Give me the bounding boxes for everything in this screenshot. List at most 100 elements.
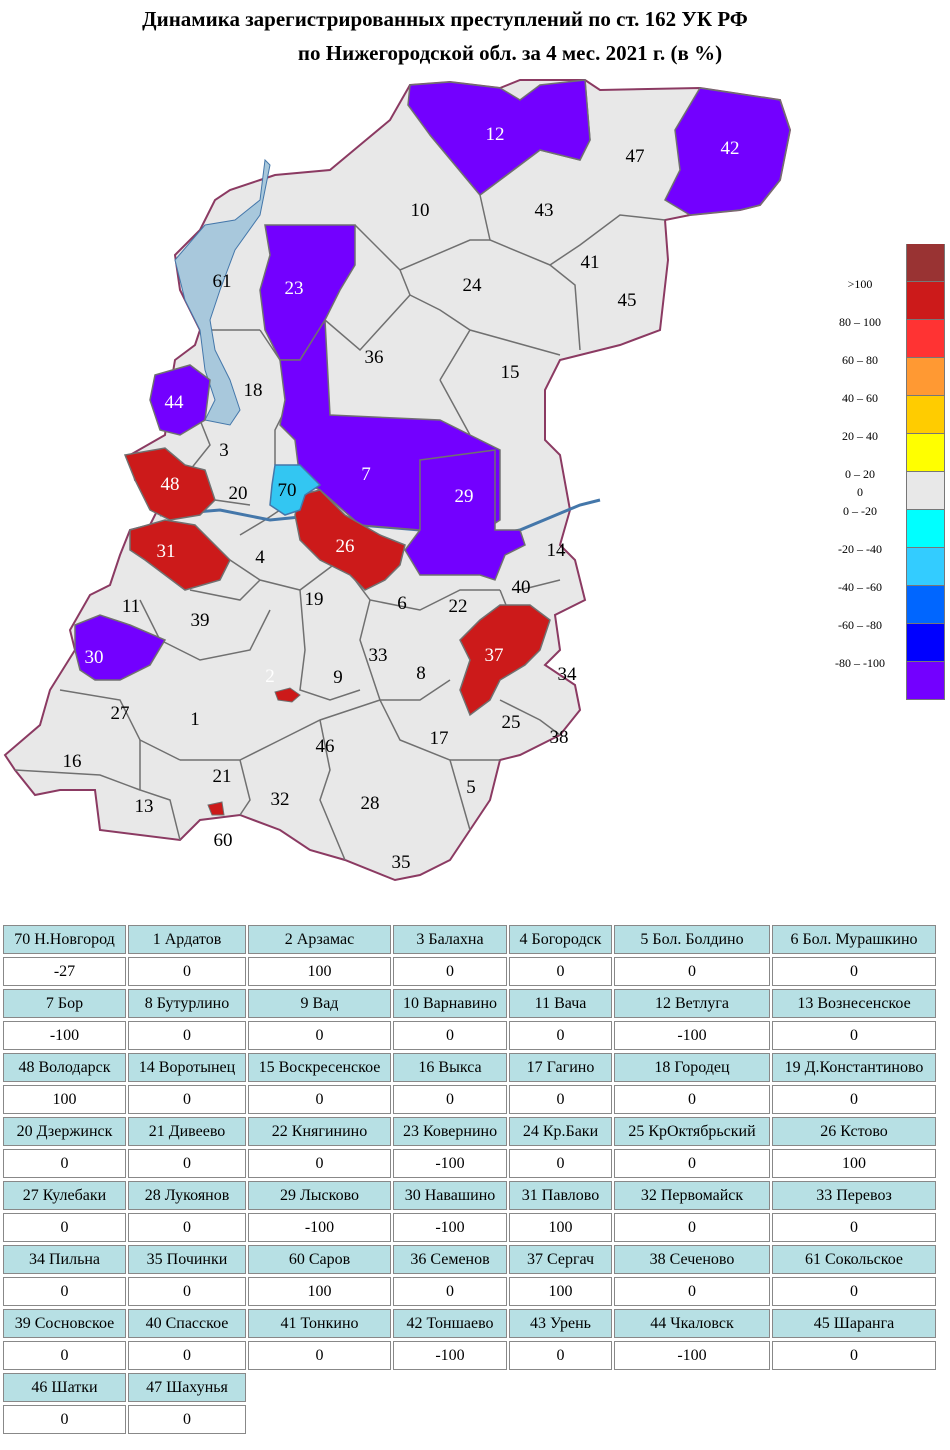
district-name-cell: 38 Сеченово (614, 1245, 770, 1274)
district-name-cell: 19 Д.Константиново (772, 1053, 936, 1082)
district-44 (149, 364, 211, 436)
district-name-cell: 28 Лукоянов (128, 1181, 246, 1210)
district-name-cell: 45 Шаранга (772, 1309, 936, 1338)
district-label-14: 14 (547, 540, 567, 561)
legend-swatch (907, 244, 944, 282)
district-label-3: 3 (219, 440, 229, 461)
district-label-17: 17 (430, 728, 449, 749)
legend-label: -80 – -100 (835, 656, 885, 670)
district-name-cell: 26 Кстово (772, 1117, 936, 1146)
district-value-cell: -27 (3, 957, 126, 986)
district-label-5: 5 (466, 777, 476, 798)
district-value-cell: 0 (3, 1405, 126, 1434)
district-value-cell: 100 (772, 1149, 936, 1178)
district-value-cell: -100 (248, 1213, 391, 1242)
district-value-cell: 100 (509, 1213, 612, 1242)
district-name-cell: 32 Первомайск (614, 1181, 770, 1210)
district-value-cell: 0 (614, 1149, 770, 1178)
district-value-cell: 0 (393, 1277, 507, 1306)
district-value-cell: 0 (614, 1085, 770, 1114)
color-legend: >100 80 – 100 60 – 80 40 – 60 20 – 40 0 – 20 0… (820, 244, 950, 700)
district-label-29: 29 (455, 486, 474, 507)
district-value-cell: -100 (393, 1341, 507, 1370)
district-value-cell: 0 (128, 1021, 246, 1050)
district-label-12: 12 (486, 124, 505, 145)
table-header-row: 34 Пильна 35 Починки 60 Саров 36 Семенов 37 … (3, 1245, 948, 1277)
district-value-cell: 0 (3, 1341, 126, 1370)
district-value-cell: 0 (614, 1277, 770, 1306)
district-label-27: 27 (111, 703, 130, 724)
river (174, 158, 271, 426)
district-name-cell: 44 Чкаловск (614, 1309, 770, 1338)
district-name-cell: 17 Гагино (509, 1053, 612, 1082)
table-header-row: 20 Дзержинск 21 Дивеево 22 Княгинино 23 Ков… (3, 1117, 948, 1149)
district-name-cell: 60 Саров (248, 1245, 391, 1274)
table-value-row: 100 0 0 0 0 0 0 (3, 1085, 948, 1117)
table-value-row: 0 0 0 -100 0 -100 0 (3, 1341, 948, 1373)
district-name-cell: 23 Ковернино (393, 1117, 507, 1146)
district-value-cell: 0 (509, 1341, 612, 1370)
district-31 (129, 519, 231, 591)
district-label-13: 13 (135, 796, 154, 817)
district-value-cell: -100 (393, 1213, 507, 1242)
district-value-cell: 0 (772, 1213, 936, 1242)
district-value-cell: 100 (248, 1277, 391, 1306)
legend-swatch (907, 434, 944, 472)
table-value-row: 0 0 100 0 100 0 0 (3, 1277, 948, 1309)
district-70 (269, 464, 322, 516)
legend-swatch (907, 624, 944, 662)
district-name-cell: 8 Бутурлино (128, 989, 246, 1018)
district-label-9: 9 (333, 667, 343, 688)
district-label-38: 38 (550, 727, 569, 748)
district-label-1: 1 (190, 709, 200, 730)
legend-swatch (907, 586, 944, 624)
district-name-cell: 10 Варнавино (393, 989, 507, 1018)
legend-swatch (907, 282, 944, 320)
district-name-cell: 40 Спасское (128, 1309, 246, 1338)
district-label-30: 30 (85, 647, 104, 668)
district-label-11: 11 (122, 596, 140, 617)
district-value-cell: 0 (509, 957, 612, 986)
legend-swatch (907, 510, 944, 548)
district-value-cell: 100 (509, 1277, 612, 1306)
table-header-row: 46 Шатки 47 Шахунья (3, 1373, 948, 1405)
district-value-cell: -100 (393, 1149, 507, 1178)
district-name-cell: 21 Дивеево (128, 1117, 246, 1146)
district-label-28: 28 (361, 793, 380, 814)
table-header-row: 27 Кулебаки 28 Лукоянов 29 Лысково 30 Наваш… (3, 1181, 948, 1213)
legend-label: 40 – 60 (842, 391, 878, 405)
district-value-cell: 0 (614, 1213, 770, 1242)
district-name-cell: 4 Богородск (509, 925, 612, 954)
district-name-cell: 7 Бор (3, 989, 126, 1018)
district-name-cell: 3 Балахна (393, 925, 507, 954)
district-label-16: 16 (63, 751, 82, 772)
district-48 (123, 447, 216, 521)
district-value-cell: 0 (3, 1277, 126, 1306)
district-value-cell: 0 (614, 957, 770, 986)
district-name-cell: 25 КрОктябрьский (614, 1117, 770, 1146)
district-label-33: 33 (369, 645, 388, 666)
district-label-19: 19 (305, 589, 324, 610)
district-name-cell: 39 Сосновское (3, 1309, 126, 1338)
legend-label: -20 – -40 (838, 542, 882, 556)
district-label-21: 21 (213, 766, 232, 787)
legend-swatch (907, 548, 944, 586)
district-value-cell: 0 (248, 1149, 391, 1178)
district-value-cell: 0 (248, 1021, 391, 1050)
table-header-row: 39 Сосновское 40 Спасское 41 Тонкино 42 Тон… (3, 1309, 948, 1341)
district-value-cell: 0 (3, 1213, 126, 1242)
legend-swatch (907, 320, 944, 358)
district-label-15: 15 (501, 362, 520, 383)
district-name-cell: 61 Сокольское (772, 1245, 936, 1274)
table-header-row: 48 Володарск 14 Воротынец 15 Воскресенское… (3, 1053, 948, 1085)
district-60 (207, 801, 225, 816)
district-value-cell: 0 (3, 1149, 126, 1178)
district-value-cell: 0 (772, 1021, 936, 1050)
district-label-4: 4 (255, 547, 265, 568)
district-label-42: 42 (721, 138, 740, 159)
district-value-cell: -100 (3, 1021, 126, 1050)
legend-label: >100 (847, 277, 873, 291)
district-label-22: 22 (449, 596, 468, 617)
district-name-cell: 41 Тонкино (248, 1309, 391, 1338)
